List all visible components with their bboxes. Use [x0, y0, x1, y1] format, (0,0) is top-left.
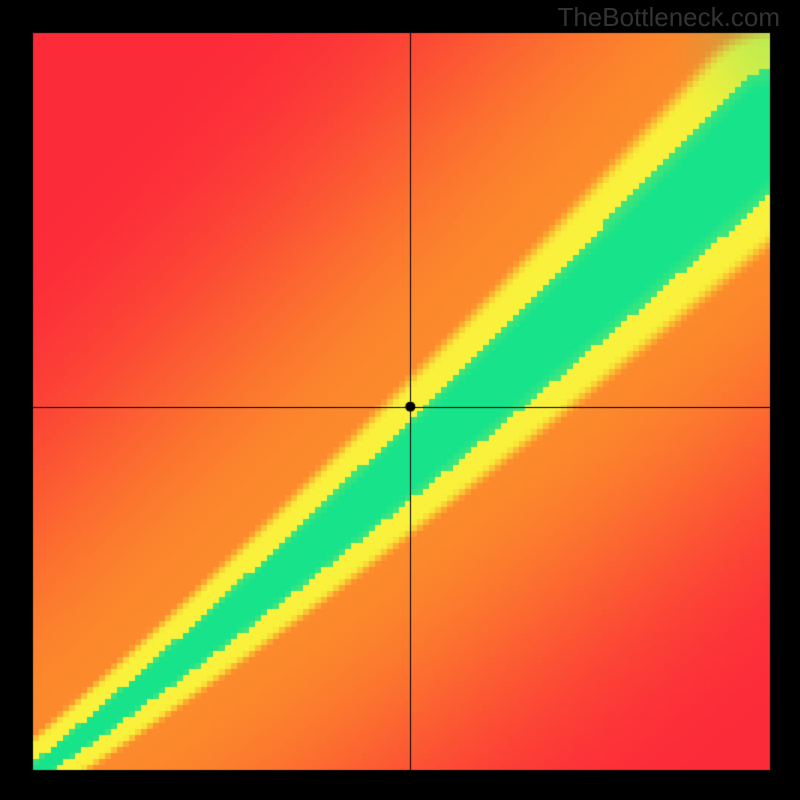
watermark-text: TheBottleneck.com — [557, 2, 780, 33]
bottleneck-heatmap — [0, 0, 800, 800]
chart-container: { "watermark": { "text": "TheBottleneck.… — [0, 0, 800, 800]
